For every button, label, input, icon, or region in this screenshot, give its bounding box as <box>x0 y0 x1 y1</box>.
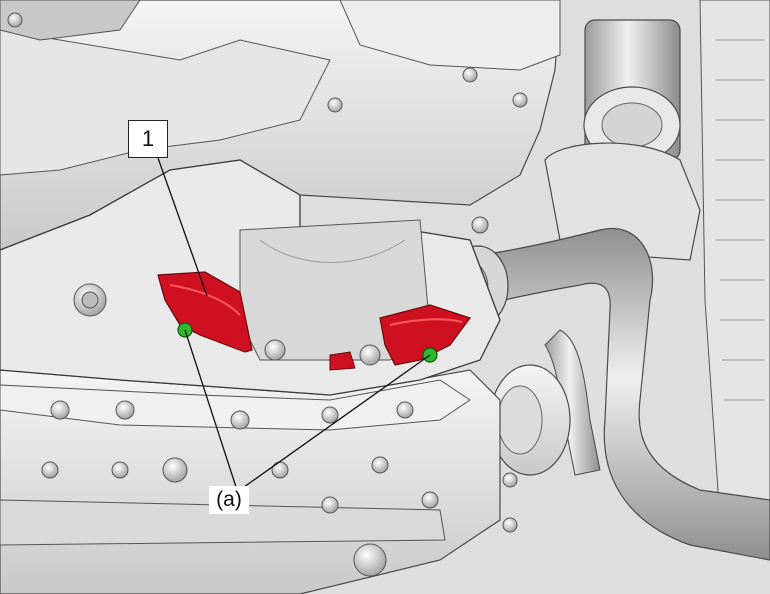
top-bracket <box>339 0 561 71</box>
leader-line-a-left <box>184 329 237 488</box>
frame-rail <box>0 29 331 176</box>
fastener-callout: (a) <box>209 486 249 514</box>
highlighted-bracket-tab <box>329 351 356 371</box>
part-number-text: 1 <box>141 126 155 151</box>
highlighted-bracket-left <box>157 271 253 353</box>
fastener-label-text: (a) <box>216 488 242 511</box>
exhaust-pipe <box>449 227 770 561</box>
leader-line-1 <box>157 157 208 297</box>
coolant-hose <box>544 329 601 476</box>
leader-line-a-right <box>243 354 431 488</box>
top-left-pipe <box>0 0 141 41</box>
bolts <box>7 12 528 577</box>
part-number-callout: 1 <box>128 120 168 158</box>
catalytic-converter <box>544 142 701 261</box>
